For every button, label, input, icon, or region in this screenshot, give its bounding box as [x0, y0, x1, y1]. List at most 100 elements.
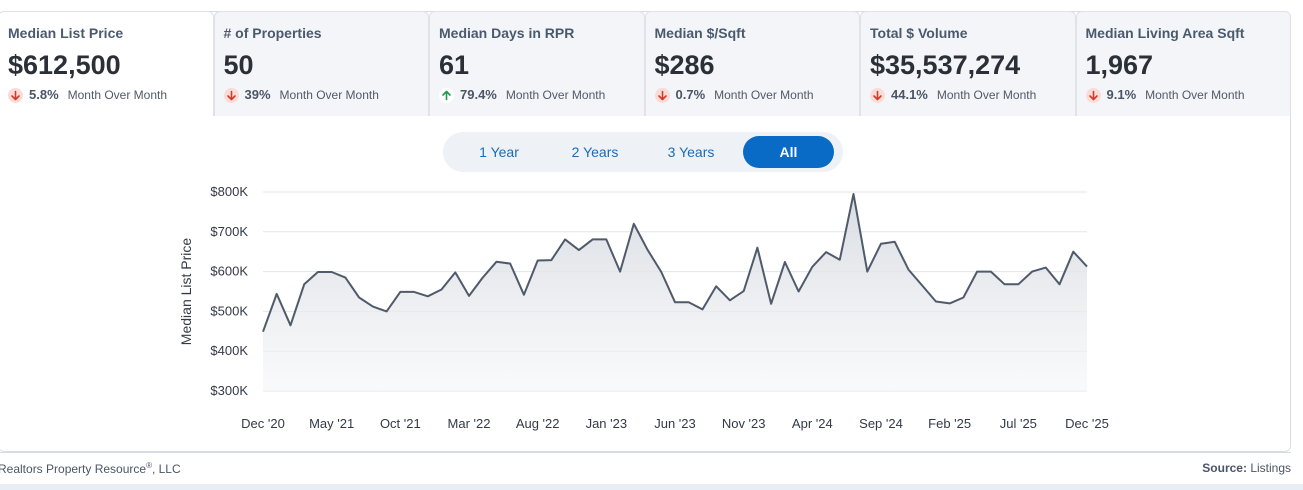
data-point: [441, 289, 443, 291]
data-point: [770, 303, 772, 305]
y-tick-label: $700K: [210, 224, 248, 239]
registered-mark: ®: [146, 461, 152, 470]
data-point: [729, 299, 731, 301]
change-percent: 39%: [244, 87, 271, 102]
y-tick-label: $600K: [210, 264, 248, 279]
data-point: [1045, 267, 1047, 269]
data-point: [344, 277, 346, 279]
source-value: Listings: [1250, 461, 1291, 475]
range-option[interactable]: 3 Years: [667, 144, 715, 160]
data-point: [702, 308, 704, 310]
metric-title: Median Days in RPR: [439, 25, 575, 41]
change-percent: 79.4%: [460, 87, 497, 102]
data-point: [839, 259, 841, 261]
data-point: [331, 271, 333, 273]
range-option[interactable]: 1 Year: [479, 144, 519, 160]
data-point: [358, 297, 360, 299]
metric-tab[interactable]: Total $ Volume $35,537,274 44.1% Month Over…: [860, 11, 1076, 116]
bottom-strip: [0, 484, 1303, 490]
metric-tab[interactable]: Median Living Area Sqft 1,967 9.1% Month Ov…: [1075, 11, 1291, 116]
x-tick-label: Sep '24: [859, 416, 903, 431]
data-point: [372, 306, 374, 308]
data-point: [537, 260, 539, 262]
data-point: [262, 331, 264, 333]
data-point: [976, 271, 978, 273]
metric-tab[interactable]: Median Days in RPR 61 79.4% Month Over Mont…: [429, 11, 645, 116]
x-tick-label: May '21: [309, 416, 354, 431]
data-point: [550, 259, 552, 261]
series-line: [262, 193, 1088, 333]
data-point: [454, 271, 456, 273]
change-percent: 5.8%: [29, 87, 59, 102]
copyright-text: Realtors Property Resource®, LLC: [0, 461, 181, 476]
change-period: Month Over Month: [714, 88, 814, 102]
data-point: [303, 283, 305, 285]
arrow-down-icon: [8, 87, 23, 103]
change-period: Month Over Month: [1145, 88, 1245, 102]
median-list-price-chart: $300K $400K $500K $600K $700K $800K Dec '20 May…: [178, 184, 1109, 431]
metric-change: 9.1% Month Over Month: [1085, 87, 1282, 103]
data-point: [660, 271, 662, 273]
data-point: [399, 291, 401, 293]
data-point: [509, 263, 511, 265]
range-option[interactable]: 2 Years: [571, 144, 619, 160]
change-period: Month Over Month: [505, 88, 606, 102]
x-tick-label: Feb '25: [928, 416, 971, 431]
data-point: [633, 223, 635, 225]
arrow-down-icon: [654, 87, 670, 103]
range-option[interactable]: All: [743, 136, 834, 168]
y-tick-label: $300K: [210, 383, 248, 398]
metric-value: $35,537,274: [870, 50, 1021, 80]
x-tick-label: Apr '24: [792, 416, 833, 431]
data-point: [317, 271, 319, 273]
metric-tab[interactable]: Median List Price $612,500 5.8% Month Over …: [0, 11, 214, 116]
x-tick-label: Nov '23: [722, 416, 766, 431]
data-point: [496, 261, 498, 263]
data-point: [949, 302, 951, 304]
y-axis-label: Median List Price: [178, 238, 194, 346]
data-point: [386, 310, 388, 312]
metric-change: 79.4% Month Over Month: [439, 87, 635, 103]
metric-tab[interactable]: Median $/Sqft $286 0.7% Month Over Month: [644, 11, 860, 116]
metric-value: 1,967: [1085, 50, 1154, 80]
data-point: [564, 238, 566, 240]
metric-title: Total $ Volume: [870, 25, 968, 41]
data-point: [990, 271, 992, 273]
metric-value: $286: [654, 50, 715, 80]
metric-tab[interactable]: # of Properties 50 39% Month Over Month: [213, 11, 429, 116]
arrow-up-icon: [439, 87, 454, 103]
data-point: [468, 295, 470, 297]
y-tick-label: $400K: [210, 343, 248, 358]
data-point: [853, 193, 855, 195]
x-tick-label: Jun '23: [654, 416, 696, 431]
x-tick-label: Oct '21: [380, 416, 421, 431]
metric-title: Median $/Sqft: [654, 25, 746, 41]
data-point: [290, 324, 292, 326]
footer-divider: [0, 452, 1291, 453]
arrow-down-icon: [223, 87, 239, 103]
arrow-down-icon: [1085, 87, 1101, 103]
metric-change: 0.7% Month Over Month: [654, 87, 851, 103]
data-point: [811, 266, 813, 268]
data-point: [1072, 251, 1074, 253]
series-area: [263, 194, 1087, 391]
metric-value: 61: [439, 50, 470, 80]
data-point: [605, 238, 607, 240]
data-point: [1004, 283, 1006, 285]
data-point: [935, 301, 937, 303]
data-point: [482, 277, 484, 279]
change-percent: 9.1%: [1106, 87, 1137, 102]
change-period: Month Over Month: [279, 88, 379, 102]
data-point: [825, 251, 827, 253]
data-point: [715, 285, 717, 287]
copyright-company: Realtors Property Resource: [0, 462, 147, 476]
x-tick-label: Aug '22: [516, 416, 560, 431]
data-point: [674, 301, 676, 303]
data-point: [1086, 266, 1088, 268]
data-point: [688, 301, 690, 303]
source-label: Source:: [1202, 461, 1247, 475]
data-point: [1017, 283, 1019, 285]
metric-change: 39% Month Over Month: [223, 87, 420, 103]
data-point: [427, 295, 429, 297]
data-point: [880, 243, 882, 245]
